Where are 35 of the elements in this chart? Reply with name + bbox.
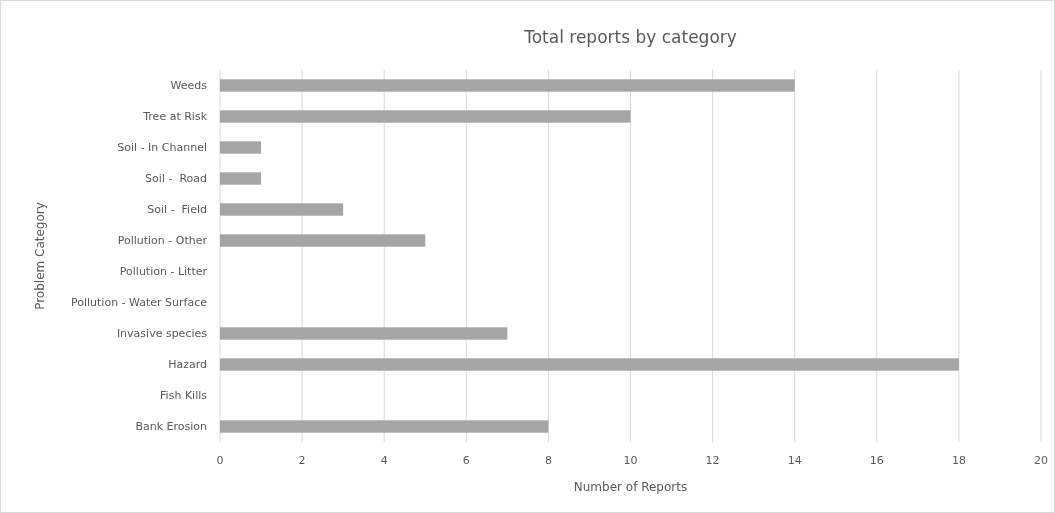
y-tick-label: Hazard — [168, 358, 207, 372]
x-tick-label: 14 — [787, 454, 802, 467]
x-tick-label: 4 — [380, 454, 388, 467]
y-tick-label: Invasive species — [116, 327, 208, 341]
y-tick-label: Soil - Field — [147, 203, 207, 217]
bar — [220, 172, 262, 185]
x-tick-label: 8 — [544, 454, 552, 467]
y-tick-label: Pollution - Other — [117, 234, 208, 248]
y-tick-label: Fish Kills — [160, 389, 208, 403]
y-tick-label: Tree at Risk — [142, 110, 208, 124]
bar — [220, 358, 959, 371]
bar — [220, 141, 262, 154]
bar — [220, 420, 549, 433]
x-tick-label: 0 — [216, 454, 224, 467]
y-tick-label: Bank Erosion — [135, 420, 208, 434]
chart-title: Total reports by category — [523, 27, 737, 47]
y-tick-label: Weeds — [170, 79, 208, 93]
x-tick-label: 6 — [462, 454, 470, 467]
x-tick-label: 12 — [705, 454, 720, 467]
x-tick-label: 10 — [623, 454, 638, 467]
y-axis-title: Problem Category — [33, 202, 47, 310]
x-tick-label: 2 — [298, 454, 306, 467]
y-tick-label: Soil - In Channel — [117, 141, 207, 155]
bar — [220, 327, 508, 340]
y-tick-label: Pollution - Litter — [119, 265, 208, 279]
bar — [220, 234, 426, 247]
bar — [220, 79, 795, 92]
bar — [220, 203, 344, 216]
x-tick-label: 16 — [869, 454, 884, 467]
x-axis-title: Number of Reports — [573, 480, 688, 494]
y-tick-label: Soil - Road — [145, 172, 207, 186]
x-tick-label: 18 — [951, 454, 966, 467]
bar — [220, 110, 631, 123]
y-tick-label: Pollution - Water Surface — [70, 296, 208, 310]
x-tick-label: 20 — [1034, 454, 1048, 467]
